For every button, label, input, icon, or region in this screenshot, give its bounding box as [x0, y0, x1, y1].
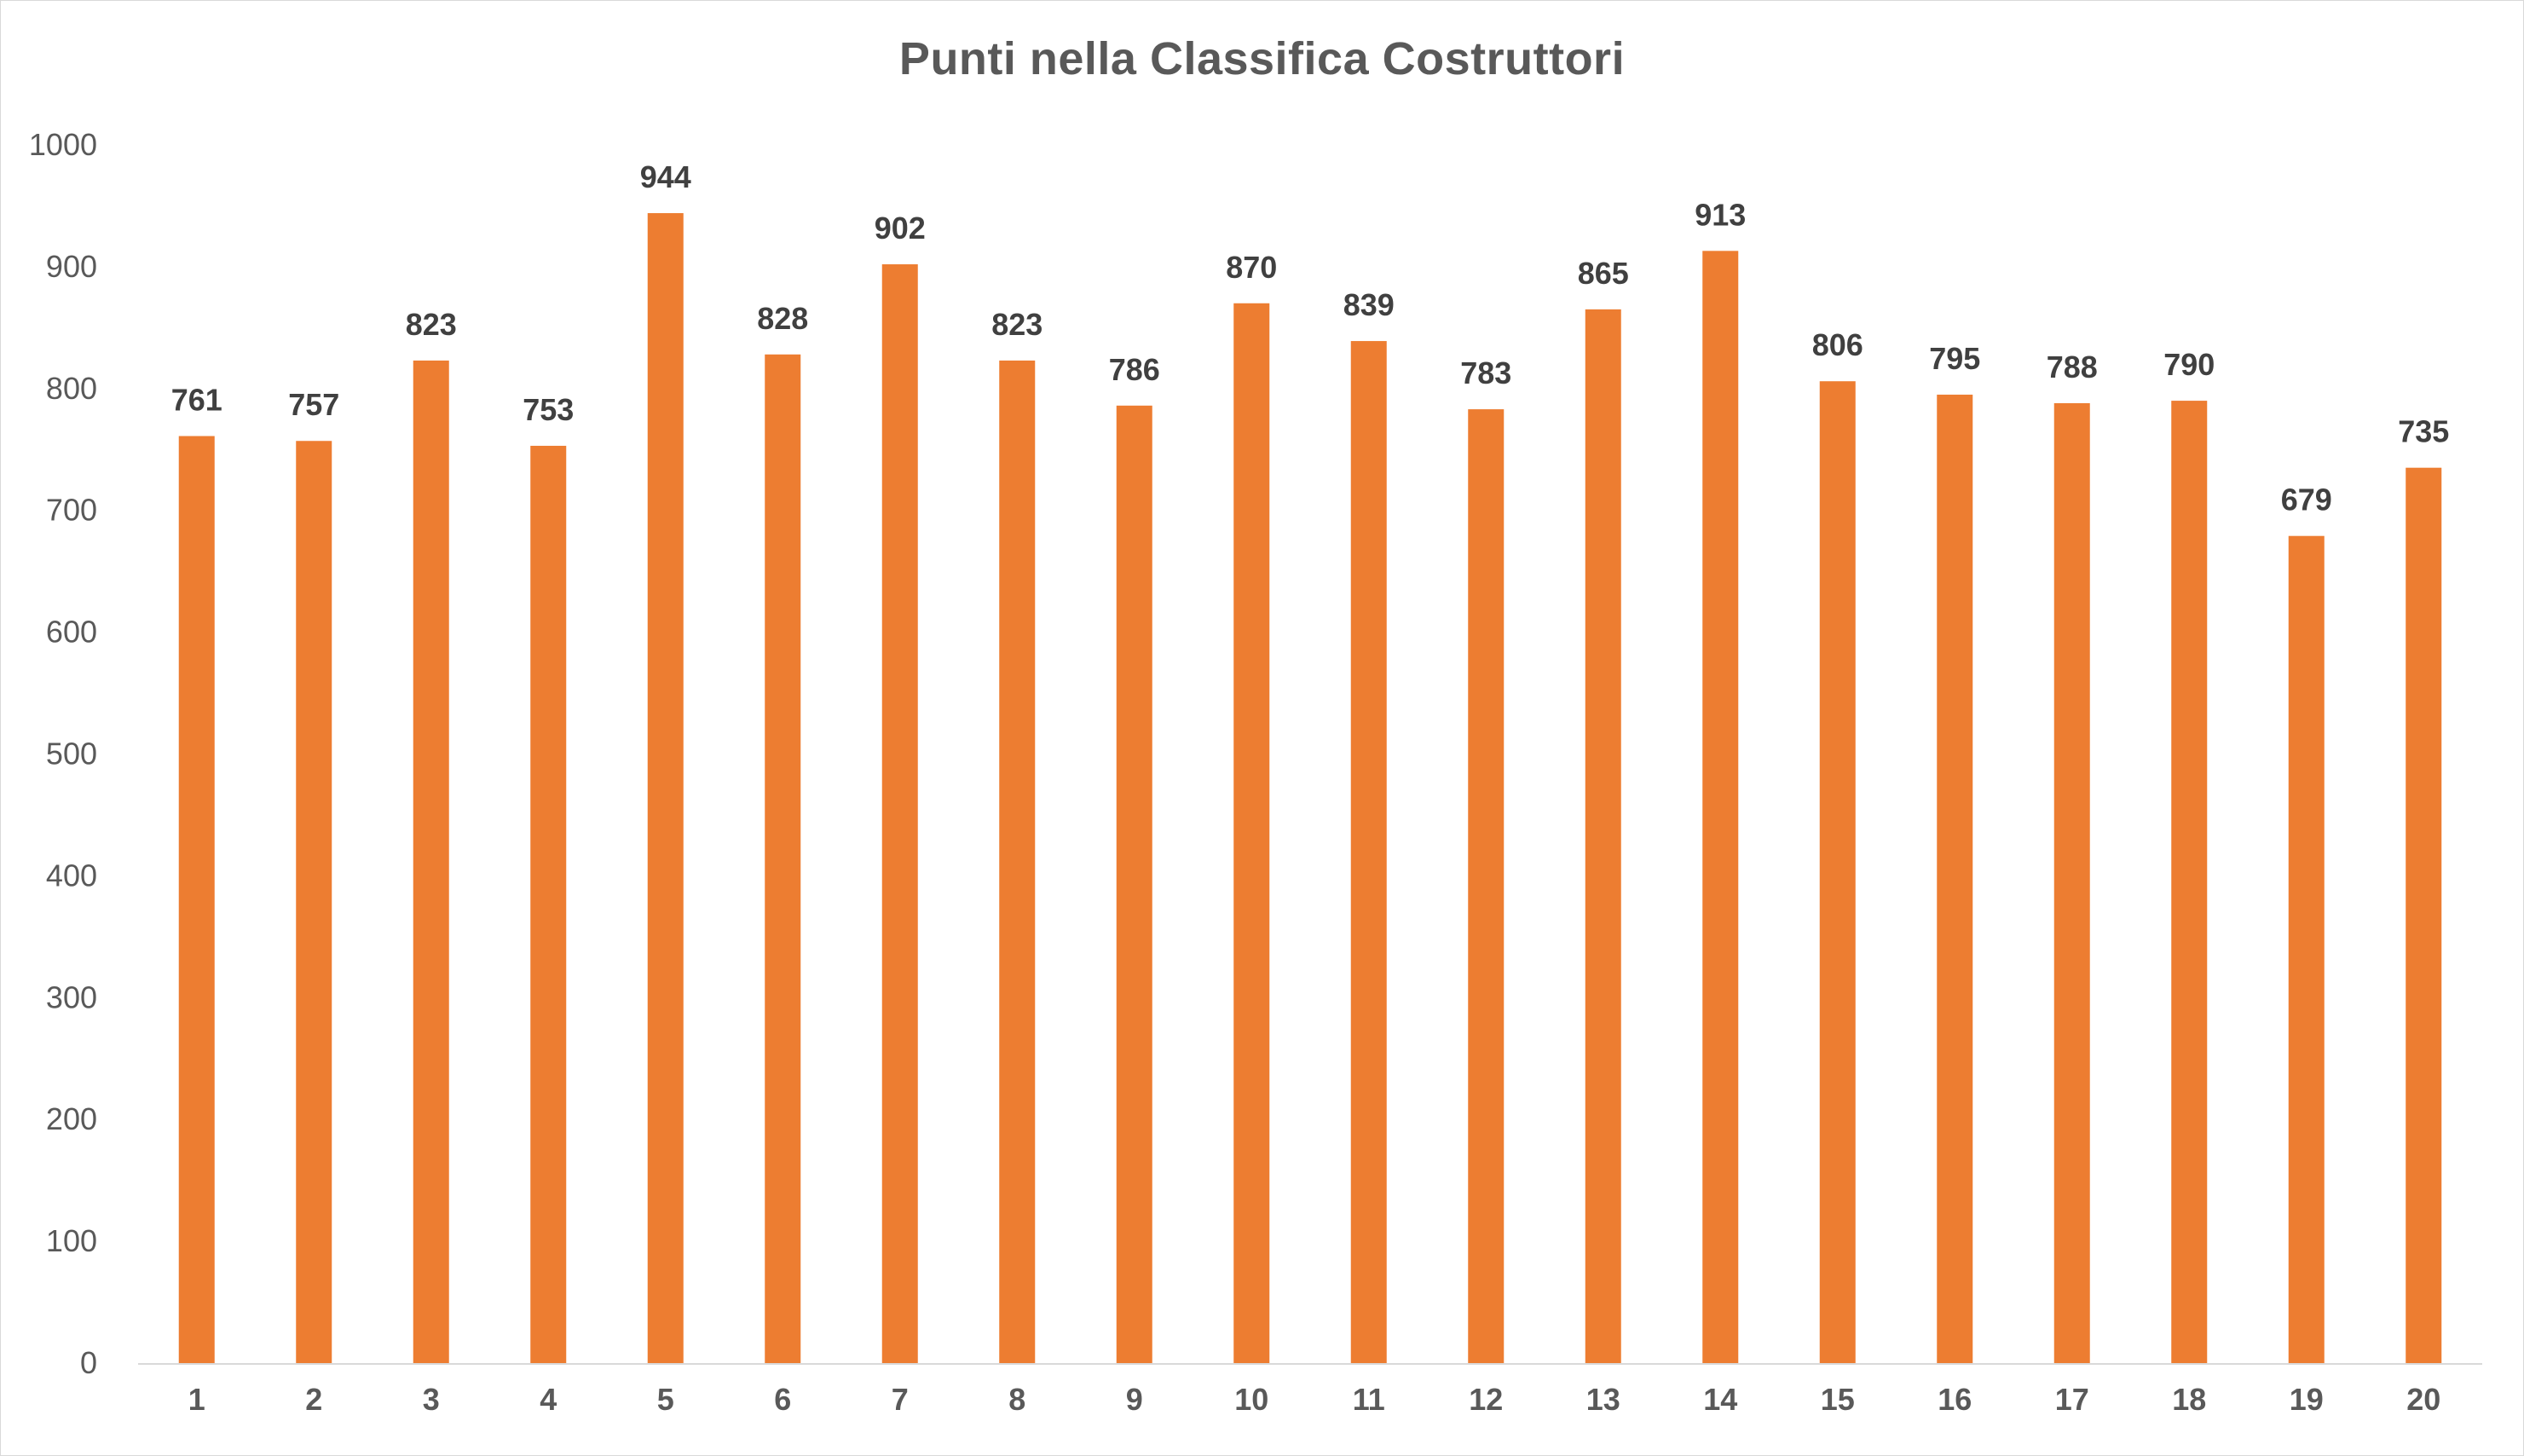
bar-series — [178, 213, 2442, 1364]
bar — [2406, 467, 2442, 1363]
bar — [413, 360, 449, 1364]
x-tick-label: 6 — [774, 1382, 791, 1417]
data-label: 902 — [875, 211, 926, 246]
bar — [999, 360, 1036, 1364]
x-tick-label: 18 — [2172, 1382, 2206, 1417]
y-tick-label: 500 — [46, 737, 97, 771]
bar — [530, 445, 567, 1363]
bar — [2053, 402, 2090, 1363]
x-axis-tick-labels: 1 2 3 4 5 6 7 8 9 10 11 12 13 14 15 16 17 18 19 20 — [188, 1382, 2441, 1417]
bar — [1702, 251, 1739, 1363]
bar — [1585, 309, 1621, 1363]
data-label: 757 — [288, 387, 339, 422]
x-tick-label: 3 — [423, 1382, 440, 1417]
bar — [1937, 394, 1973, 1363]
y-tick-label: 1000 — [29, 127, 97, 162]
data-label: 795 — [1929, 341, 1980, 376]
y-tick-label: 200 — [46, 1101, 97, 1136]
bar — [1819, 381, 1856, 1363]
y-tick-label: 0 — [80, 1345, 97, 1380]
bar — [1233, 303, 1270, 1363]
data-label: 790 — [2163, 347, 2215, 382]
data-labels: 761 757 823 753 944 828 902 823 786 870 839 783 865 9… — [171, 159, 2450, 517]
x-tick-label: 17 — [2055, 1382, 2089, 1417]
x-tick-label: 4 — [540, 1382, 557, 1417]
data-label: 761 — [171, 383, 222, 418]
data-label: 783 — [1460, 355, 1511, 390]
bar — [1350, 341, 1387, 1364]
x-tick-label: 12 — [1469, 1382, 1503, 1417]
x-tick-label: 2 — [305, 1382, 322, 1417]
data-label: 753 — [523, 392, 574, 427]
y-tick-label: 600 — [46, 615, 97, 650]
data-label: 839 — [1343, 287, 1395, 322]
x-tick-label: 16 — [1938, 1382, 1972, 1417]
y-tick-label: 100 — [46, 1223, 97, 1258]
bar — [178, 436, 215, 1363]
data-label: 823 — [991, 307, 1043, 342]
bar — [2288, 535, 2325, 1363]
data-label: 788 — [2047, 350, 2098, 384]
bar — [1116, 405, 1152, 1363]
x-tick-label: 13 — [1586, 1382, 1620, 1417]
y-tick-label: 400 — [46, 858, 97, 893]
bar — [2171, 401, 2208, 1364]
y-tick-label: 300 — [46, 979, 97, 1014]
x-tick-label: 9 — [1126, 1382, 1143, 1417]
y-tick-label: 800 — [46, 371, 97, 406]
data-label: 679 — [2281, 482, 2332, 517]
data-label: 913 — [1695, 197, 1746, 232]
bar — [647, 213, 684, 1363]
x-tick-label: 14 — [1703, 1382, 1737, 1417]
y-tick-label: 700 — [46, 493, 97, 528]
data-label: 735 — [2398, 414, 2449, 449]
x-tick-label: 1 — [188, 1382, 205, 1417]
bar — [1468, 409, 1505, 1363]
data-label: 944 — [640, 159, 691, 194]
x-tick-label: 8 — [1008, 1382, 1025, 1417]
x-tick-label: 15 — [1821, 1382, 1855, 1417]
x-tick-label: 20 — [2406, 1382, 2440, 1417]
data-label: 870 — [1226, 250, 1277, 285]
chart-title: Punti nella Classifica Costruttori — [898, 33, 1626, 84]
data-label: 823 — [406, 307, 457, 342]
bar — [296, 441, 332, 1363]
x-tick-label: 19 — [2290, 1382, 2324, 1417]
x-tick-label: 11 — [1353, 1382, 1385, 1417]
data-label: 865 — [1578, 256, 1629, 291]
x-tick-label: 5 — [657, 1382, 674, 1417]
y-tick-label: 900 — [46, 249, 97, 284]
y-axis-tick-labels: 0 100 200 300 400 500 600 700 800 900 1000 — [29, 127, 97, 1380]
x-tick-label: 7 — [892, 1382, 909, 1417]
bar — [765, 354, 801, 1364]
bar — [881, 264, 918, 1363]
x-tick-label: 10 — [1234, 1382, 1268, 1417]
data-label: 806 — [1812, 327, 1863, 362]
data-label: 828 — [757, 301, 808, 336]
data-label: 786 — [1109, 352, 1160, 387]
